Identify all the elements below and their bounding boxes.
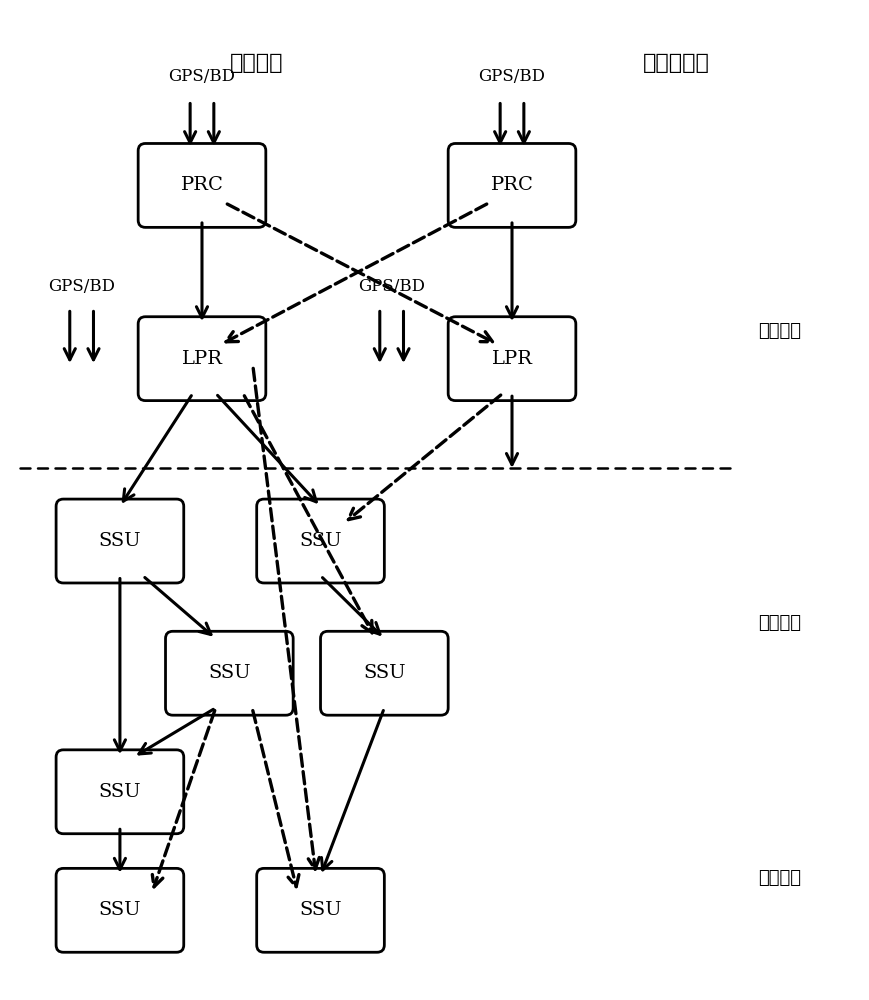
Text: SSU: SSU <box>99 901 141 919</box>
Text: LPR: LPR <box>182 350 222 368</box>
FancyBboxPatch shape <box>165 631 293 715</box>
Text: 网络节点: 网络节点 <box>230 53 283 73</box>
Text: 同步网分级: 同步网分级 <box>643 53 710 73</box>
Text: LPR: LPR <box>492 350 533 368</box>
Text: SSU: SSU <box>363 664 406 682</box>
Text: SSU: SSU <box>99 783 141 801</box>
Text: 二级时钟: 二级时钟 <box>758 614 801 632</box>
Text: PRC: PRC <box>181 176 223 194</box>
Text: 三级时钟: 三级时钟 <box>758 869 801 887</box>
Text: GPS/BD: GPS/BD <box>169 68 235 85</box>
FancyBboxPatch shape <box>448 317 576 401</box>
FancyBboxPatch shape <box>56 499 183 583</box>
Text: GPS/BD: GPS/BD <box>358 278 425 295</box>
Text: PRC: PRC <box>491 176 534 194</box>
FancyBboxPatch shape <box>256 499 384 583</box>
FancyBboxPatch shape <box>56 868 183 952</box>
Text: SSU: SSU <box>299 532 342 550</box>
Text: GPS/BD: GPS/BD <box>479 68 546 85</box>
FancyBboxPatch shape <box>138 143 266 227</box>
Text: SSU: SSU <box>208 664 250 682</box>
FancyBboxPatch shape <box>448 143 576 227</box>
FancyBboxPatch shape <box>138 317 266 401</box>
Text: SSU: SSU <box>99 532 141 550</box>
Text: SSU: SSU <box>299 901 342 919</box>
FancyBboxPatch shape <box>256 868 384 952</box>
FancyBboxPatch shape <box>56 750 183 834</box>
FancyBboxPatch shape <box>321 631 448 715</box>
Text: GPS/BD: GPS/BD <box>48 278 115 295</box>
Text: 一级时钟: 一级时钟 <box>758 322 801 340</box>
